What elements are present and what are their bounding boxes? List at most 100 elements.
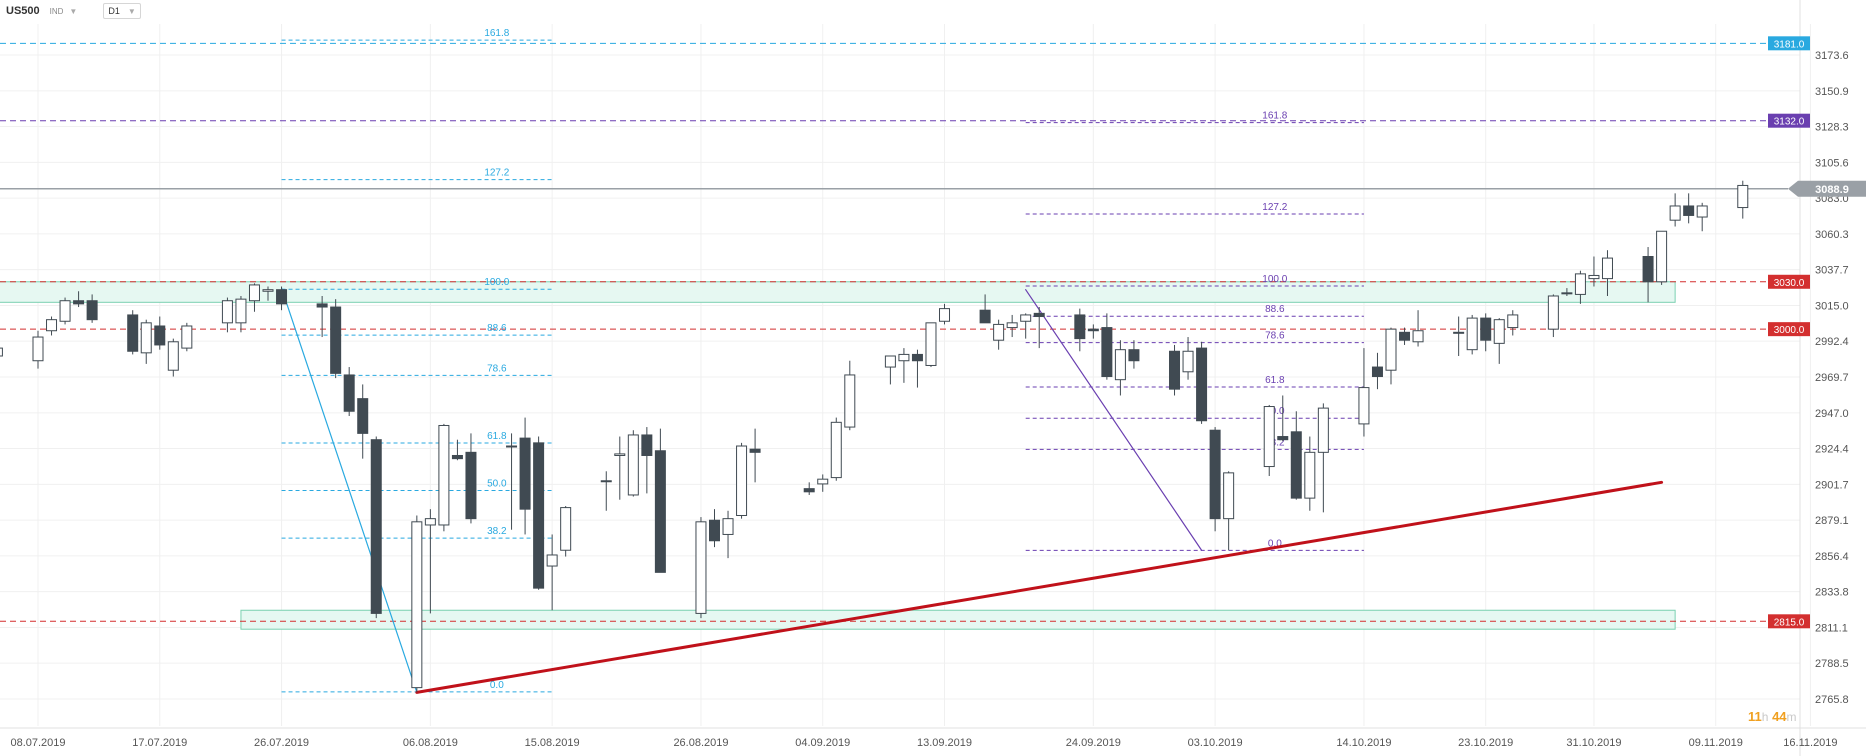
candle-body-bullish bbox=[830, 421, 842, 479]
candle-body-bullish bbox=[1561, 292, 1573, 295]
candle bbox=[844, 360, 856, 431]
candle bbox=[330, 299, 342, 379]
candle bbox=[993, 319, 1005, 350]
y-tick-label: 2833.8 bbox=[1815, 587, 1849, 599]
candle bbox=[1574, 270, 1586, 304]
candle bbox=[654, 428, 666, 573]
level-price-tag: 3181.0 bbox=[1768, 36, 1810, 51]
y-tick-label: 2947.0 bbox=[1815, 408, 1849, 420]
candle-body-bullish bbox=[1304, 451, 1316, 499]
candle bbox=[1074, 308, 1086, 352]
candle bbox=[1371, 352, 1383, 390]
candle bbox=[181, 322, 193, 352]
candle-body-bearish bbox=[154, 325, 166, 346]
candle bbox=[695, 517, 707, 619]
candle-body-bullish bbox=[1466, 317, 1478, 351]
timeframe-select[interactable]: D1 ▼ bbox=[103, 3, 141, 19]
candle bbox=[1358, 348, 1370, 437]
x-tick-label: 26.07.2019 bbox=[254, 737, 309, 749]
candle-body-bullish bbox=[506, 445, 518, 448]
fibonacci-levels: 161.8 127.2 100.0 88.6 78.6 61.8 50.0 38.2 0.0 bbox=[281, 28, 553, 693]
candle bbox=[1020, 313, 1032, 339]
candle bbox=[939, 303, 951, 325]
candle bbox=[1114, 340, 1126, 396]
fib-level-label: 161.8 bbox=[1262, 111, 1287, 122]
price-tag-background bbox=[1768, 614, 1810, 629]
y-tick-label: 3173.6 bbox=[1815, 50, 1849, 62]
candle bbox=[533, 436, 545, 590]
candle bbox=[32, 330, 44, 369]
candle bbox=[803, 482, 815, 495]
price-tag-label: 3181.0 bbox=[1774, 39, 1805, 50]
instrument-dropdown-icon[interactable]: ▼ bbox=[69, 6, 78, 16]
price-tag-background bbox=[1768, 274, 1810, 289]
level-price-tag: 3030.0 bbox=[1768, 274, 1810, 289]
candle-body-bullish bbox=[722, 518, 734, 535]
candle bbox=[1223, 471, 1235, 551]
candle-body-bullish bbox=[1006, 322, 1018, 329]
candle bbox=[1290, 411, 1302, 500]
candle-body-bullish bbox=[939, 308, 951, 322]
candle-body-bullish bbox=[546, 554, 558, 567]
candle bbox=[641, 427, 653, 494]
candle-body-bullish bbox=[695, 521, 707, 614]
candle-body-bullish bbox=[627, 434, 639, 496]
price-tag-background bbox=[1768, 36, 1810, 51]
instrument-type-label: IND bbox=[49, 6, 64, 16]
candle bbox=[1547, 294, 1559, 338]
candle bbox=[884, 355, 896, 385]
candle bbox=[1588, 256, 1600, 287]
candle-body-bearish bbox=[1033, 312, 1045, 318]
candle-body-bearish bbox=[1074, 314, 1086, 340]
candle-body-bullish bbox=[736, 445, 748, 516]
candle bbox=[1601, 250, 1613, 296]
candle bbox=[817, 474, 829, 492]
price-tag-label: 3088.9 bbox=[1815, 184, 1849, 196]
y-tick-label: 2992.4 bbox=[1815, 336, 1849, 348]
candle-body-bearish bbox=[1399, 331, 1411, 341]
candle bbox=[451, 439, 463, 461]
candle-body-bullish bbox=[884, 355, 896, 368]
candle bbox=[127, 310, 139, 355]
candle-body-bullish bbox=[1696, 205, 1708, 218]
y-tick-label: 2856.4 bbox=[1815, 551, 1849, 563]
price-tag-label: 3132.0 bbox=[1774, 117, 1805, 128]
candle-body-bullish bbox=[59, 300, 71, 322]
candle-body-bullish bbox=[221, 300, 233, 324]
fib-swing-2 bbox=[1025, 289, 1203, 551]
countdown-minutes-unit: m bbox=[1786, 710, 1797, 724]
candle bbox=[1169, 344, 1181, 396]
y-tick-label: 3037.7 bbox=[1815, 265, 1849, 277]
candle-body-bearish bbox=[451, 454, 463, 460]
candle bbox=[1196, 341, 1208, 424]
candle bbox=[749, 428, 761, 483]
price-tag-label: 3000.0 bbox=[1774, 325, 1805, 336]
candle bbox=[1087, 324, 1099, 339]
candle bbox=[1209, 427, 1221, 532]
candle-body-bearish bbox=[1101, 327, 1113, 378]
candle-body-bullish bbox=[1223, 472, 1235, 520]
candle bbox=[506, 433, 518, 530]
symbol-label[interactable]: US500 bbox=[6, 5, 40, 17]
candle bbox=[1385, 327, 1397, 385]
candle bbox=[276, 286, 288, 311]
candle-body-bullish bbox=[1493, 319, 1505, 344]
x-tick-label: 14.10.2019 bbox=[1336, 737, 1391, 749]
candle-body-bullish bbox=[1385, 328, 1397, 371]
candle-body-bullish bbox=[235, 298, 247, 324]
fib-level-label: 88.6 bbox=[487, 323, 507, 334]
candle-body-bearish bbox=[979, 309, 991, 324]
candle-body-bearish bbox=[1480, 317, 1492, 341]
candle bbox=[1480, 313, 1492, 352]
x-tick-label: 04.09.2019 bbox=[795, 737, 850, 749]
price-tag-background bbox=[1788, 180, 1866, 197]
candle bbox=[465, 433, 477, 524]
candle-body-bullish bbox=[817, 478, 829, 485]
candle-body-bullish bbox=[0, 347, 3, 357]
candle-countdown: 11h 44m bbox=[1748, 709, 1797, 724]
uptrend-line bbox=[415, 480, 1664, 694]
candle bbox=[262, 286, 274, 301]
candle bbox=[1642, 247, 1654, 303]
